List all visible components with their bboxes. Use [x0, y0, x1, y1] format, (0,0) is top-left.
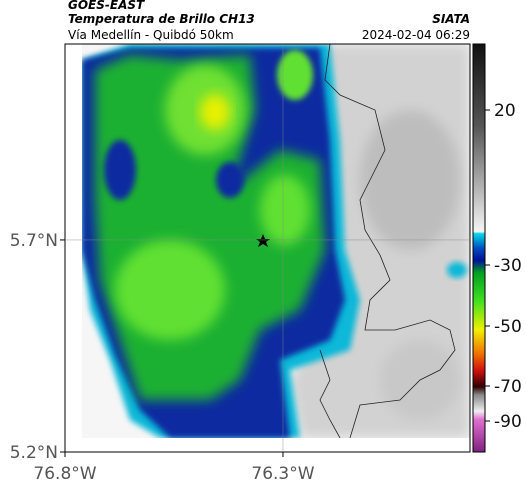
- colorbar-tick-label: -50: [494, 317, 522, 337]
- colorbar-tick-label: -30: [494, 256, 522, 276]
- brand: SIATA: [432, 12, 470, 26]
- x-tick-label: 76.3°W: [251, 464, 314, 484]
- satellite-image: [64, 43, 471, 453]
- y-tick-label: 5.2°N: [10, 443, 58, 463]
- subtitle: Vía Medellín - Quibdó 50km: [68, 28, 234, 42]
- location-marker: [256, 234, 270, 247]
- title: Temperatura de Brillo CH13: [68, 12, 255, 26]
- x-tick-label: 76.8°W: [33, 464, 96, 484]
- product: GOES-EAST: [68, 0, 145, 12]
- colorbar: [472, 43, 486, 453]
- colorbar-tick-label: -70: [494, 377, 522, 397]
- timestamp: 2024-02-04 06:29: [362, 28, 470, 42]
- y-tick-label: 5.7°N: [10, 231, 58, 251]
- colorbar-tick-label: -90: [494, 412, 522, 432]
- colorbar-tick-label: 20: [494, 101, 516, 121]
